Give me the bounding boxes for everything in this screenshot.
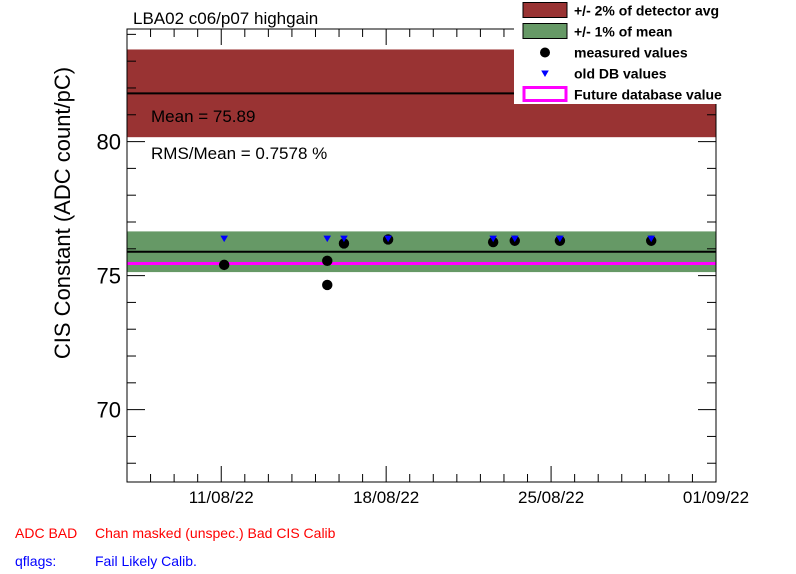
legend-label: old DB values <box>574 66 667 82</box>
y-axis-label: CIS Constant (ADC count/pC) <box>50 67 75 359</box>
old-db-point <box>647 235 656 243</box>
chart-title: LBA02 c06/p07 highgain <box>133 9 318 28</box>
plot-frame <box>126 28 717 483</box>
y-tick-label: 80 <box>97 130 121 155</box>
mean-stat: Mean = 75.89 <box>151 107 255 126</box>
legend-label: +/- 1% of mean <box>574 24 672 40</box>
measured-point <box>322 255 333 267</box>
y-tick-label: 75 <box>97 264 121 289</box>
legend-marker-triangle <box>541 70 549 77</box>
measured-point <box>338 238 350 249</box>
qflags-label: qflags: <box>15 553 57 569</box>
legend-label: +/- 2% of detector avg <box>574 3 719 19</box>
old-db-point <box>510 235 519 243</box>
adc-flags: Chan masked (unspec.) Bad CIS Calib <box>95 525 336 541</box>
x-tick-label: 11/08/22 <box>189 488 254 507</box>
old-db-point <box>384 235 392 243</box>
legend-label: Future database value <box>574 87 722 103</box>
qflags-flags: Fail Likely Calib. <box>95 553 197 569</box>
x-tick-label: 01/09/22 <box>683 488 749 507</box>
old-db-point <box>556 235 564 243</box>
y-tick-label: 70 <box>97 398 121 423</box>
legend-swatch <box>522 2 568 18</box>
old-db-point <box>323 235 332 243</box>
adc-bad-label: ADC BAD <box>15 525 78 541</box>
measured-point <box>218 259 230 271</box>
legend-marker-circle <box>540 47 550 58</box>
old-db-point <box>489 235 497 243</box>
old-db-point <box>220 235 228 243</box>
axes-layer: 70 75 80 11/08/22 18/08/22 25/08/22 01/09/22 <box>97 29 749 507</box>
legend-swatch <box>522 23 568 39</box>
measured-point <box>322 279 333 291</box>
legend-swatch-outline <box>522 86 568 102</box>
points-layer <box>218 234 657 291</box>
rms-stat: RMS/Mean = 0.7578 % <box>151 144 327 163</box>
x-tick-label: 18/08/22 <box>353 488 419 507</box>
old-db-point <box>340 235 348 243</box>
x-tick-label: 25/08/22 <box>518 488 584 507</box>
legend: +/- 2% of detector avg +/- 1% of mean meas… <box>514 0 732 104</box>
legend-label: measured values <box>574 45 688 61</box>
